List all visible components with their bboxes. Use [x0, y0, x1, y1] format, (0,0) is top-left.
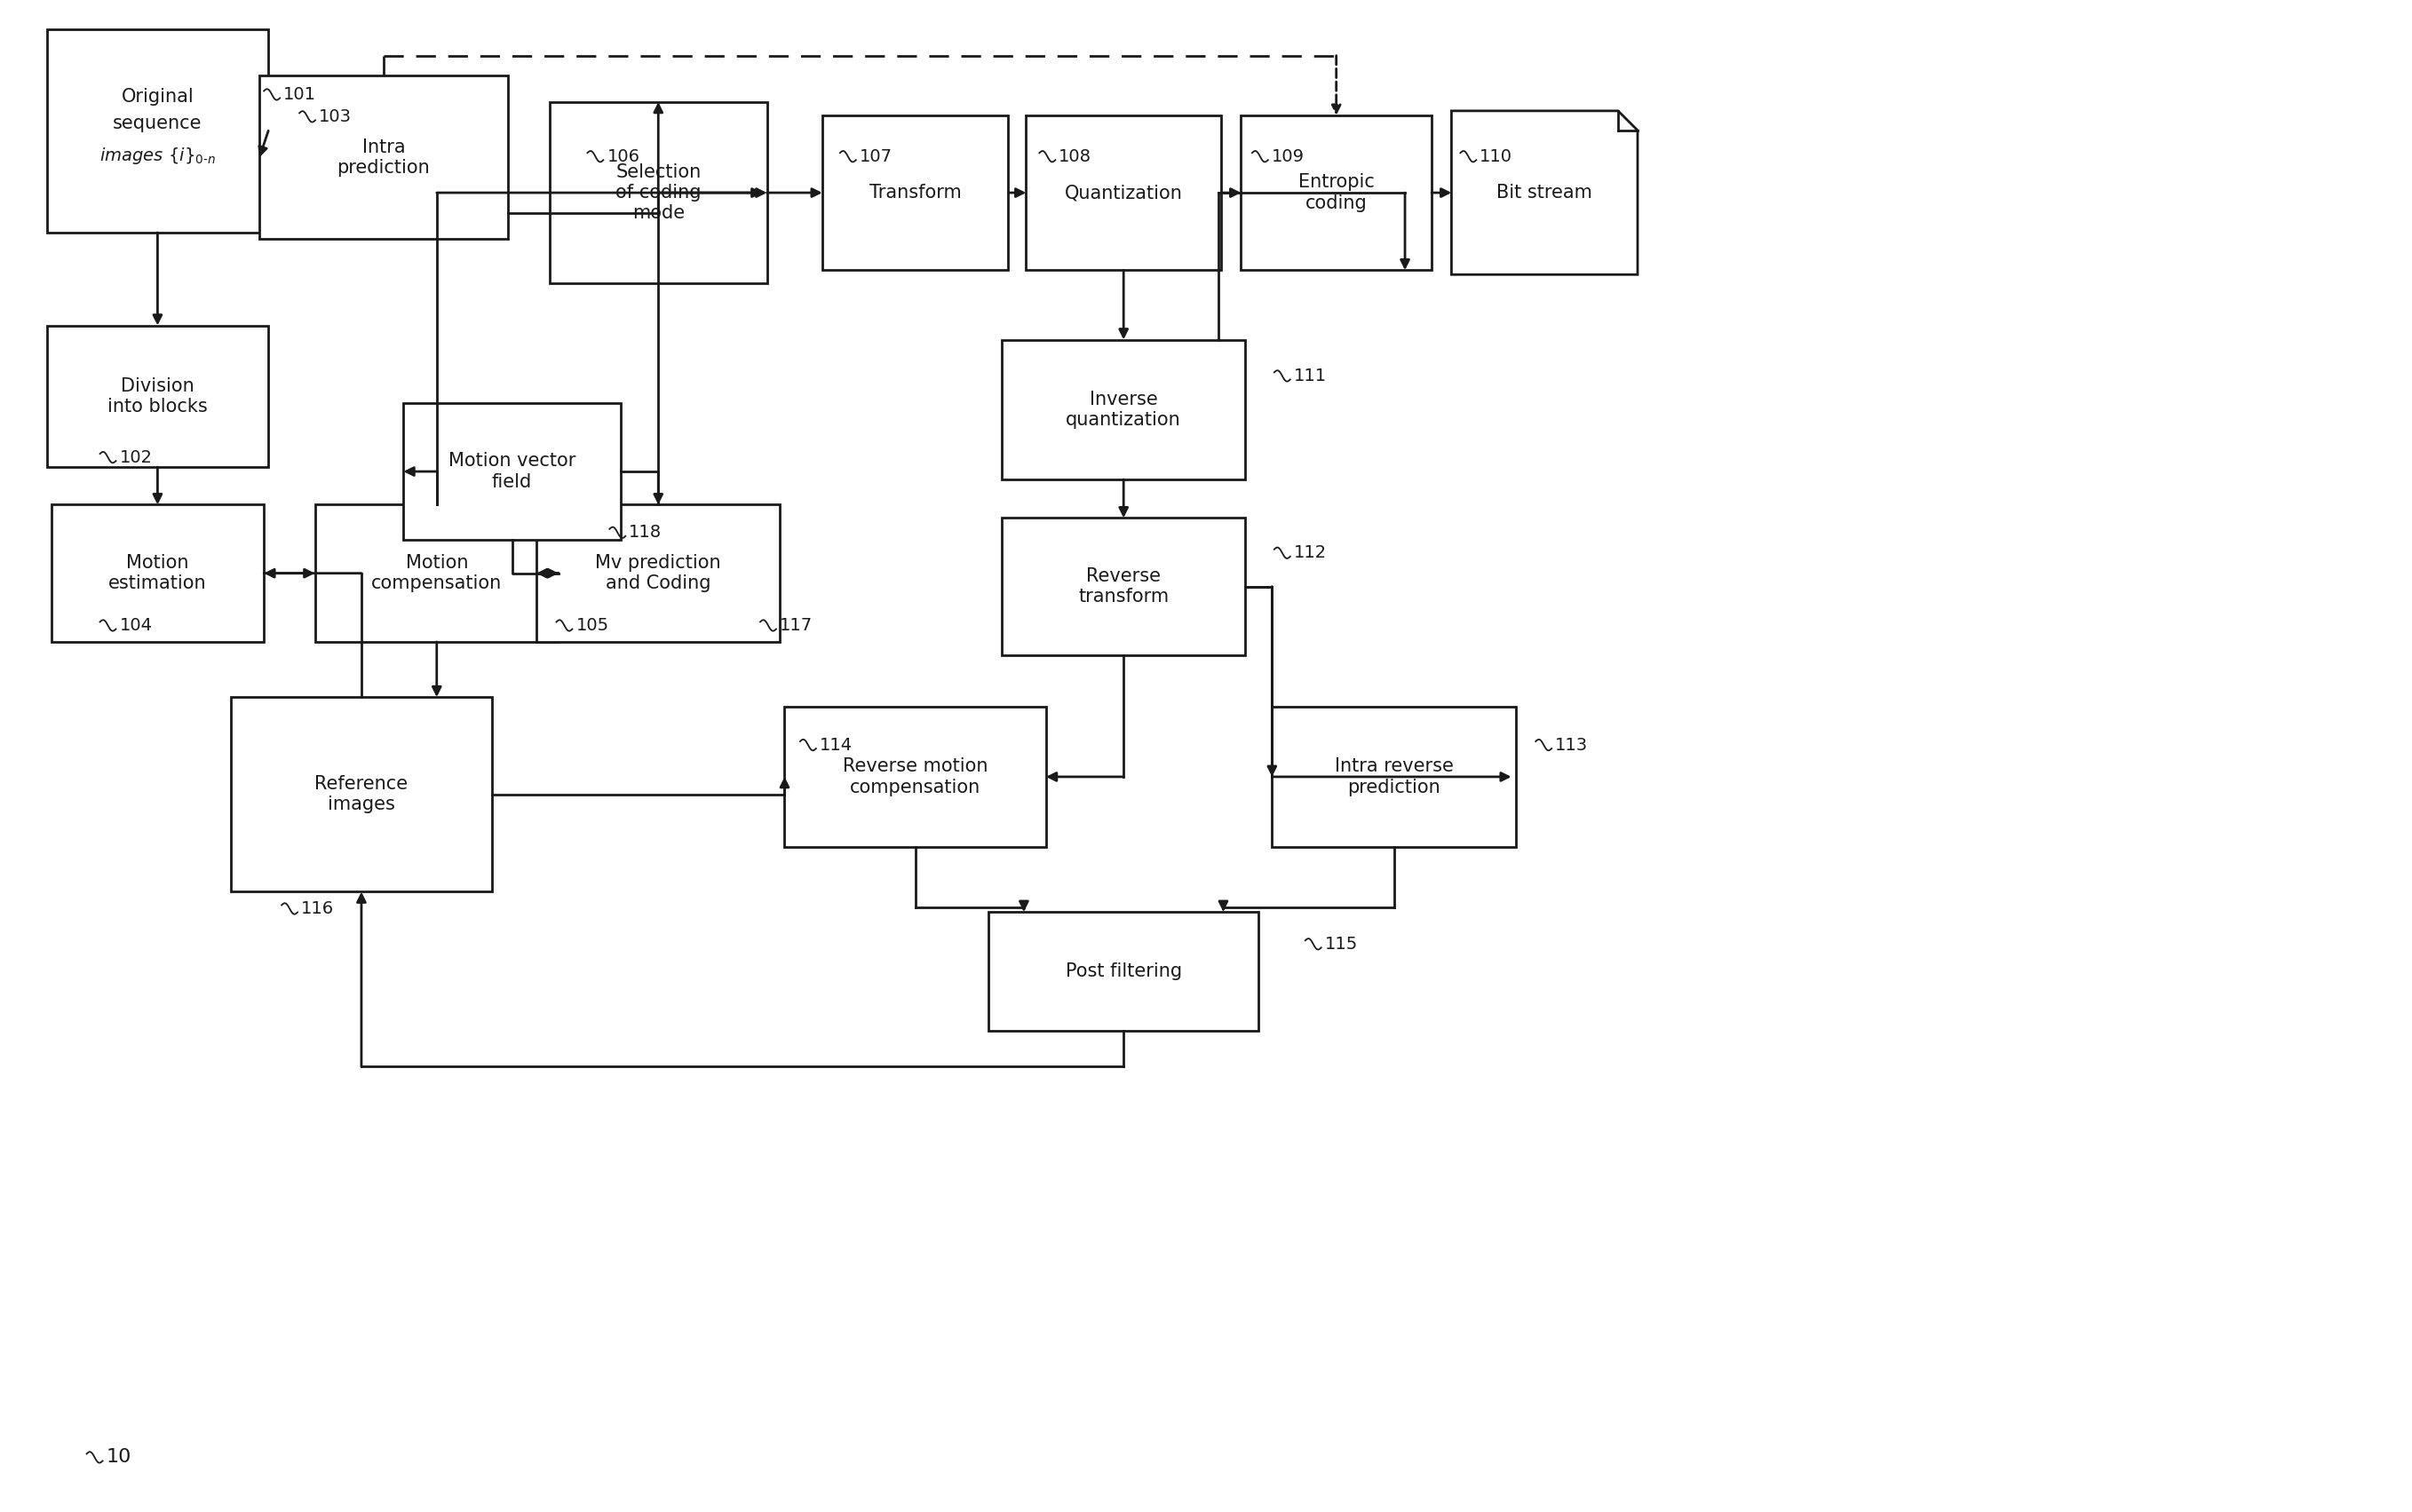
Bar [1001, 340, 1245, 479]
Bar [1001, 519, 1245, 655]
Polygon shape [1452, 110, 1638, 275]
Text: Division
into blocks: Division into blocks [109, 376, 207, 416]
Bar [232, 697, 492, 892]
Bar [403, 402, 620, 540]
Text: 116: 116 [302, 900, 335, 918]
Text: Reverse motion
compensation: Reverse motion compensation [842, 758, 989, 795]
Bar [1242, 115, 1433, 271]
Text: 106: 106 [608, 148, 639, 165]
Text: 102: 102 [121, 449, 152, 466]
Text: Quantization: Quantization [1064, 184, 1182, 201]
Text: 112: 112 [1293, 544, 1327, 561]
Text: 101: 101 [282, 86, 316, 103]
Text: 118: 118 [630, 525, 661, 541]
Text: 117: 117 [779, 617, 813, 634]
Text: Transform: Transform [868, 184, 962, 201]
Text: $\it{images\ \{i\}_{0\text{-}n}}$: $\it{images\ \{i\}_{0\text{-}n}}$ [99, 145, 215, 166]
Text: 109: 109 [1271, 148, 1305, 165]
Bar [550, 101, 767, 283]
Text: Mv prediction
and Coding: Mv prediction and Coding [596, 553, 721, 593]
Bar [822, 115, 1008, 271]
Text: Motion vector
field: Motion vector field [449, 452, 576, 491]
Text: 113: 113 [1556, 736, 1587, 753]
Text: Reverse
transform: Reverse transform [1078, 567, 1170, 606]
Bar [989, 912, 1259, 1031]
Text: Inverse
quantization: Inverse quantization [1066, 390, 1182, 429]
Text: Motion
estimation: Motion estimation [109, 553, 207, 593]
Text: 107: 107 [859, 148, 892, 165]
Text: sequence: sequence [113, 115, 203, 133]
Bar [535, 505, 779, 641]
Text: 115: 115 [1324, 936, 1358, 953]
Text: Post filtering: Post filtering [1066, 963, 1182, 980]
Text: Intra reverse
prediction: Intra reverse prediction [1334, 758, 1454, 795]
Text: Motion
compensation: Motion compensation [371, 553, 502, 593]
Text: 104: 104 [121, 617, 152, 634]
Text: 10: 10 [106, 1448, 130, 1467]
Text: 105: 105 [576, 617, 608, 634]
Bar [316, 505, 560, 641]
Text: 103: 103 [318, 109, 352, 125]
Bar [1025, 115, 1220, 271]
Text: Reference
images: Reference images [314, 776, 408, 813]
Bar [46, 29, 268, 233]
Text: Original: Original [121, 88, 193, 106]
Text: 108: 108 [1059, 148, 1093, 165]
Text: 110: 110 [1481, 148, 1512, 165]
Bar [51, 505, 263, 641]
Text: Selection
of coding
mode: Selection of coding mode [615, 163, 702, 222]
Text: Bit stream: Bit stream [1498, 184, 1592, 201]
Text: Entropic
coding: Entropic coding [1298, 174, 1375, 212]
Bar [260, 76, 507, 239]
Bar [46, 325, 268, 467]
Text: Intra
prediction: Intra prediction [338, 138, 429, 177]
Text: 114: 114 [820, 736, 851, 753]
Bar [784, 708, 1047, 847]
Text: 111: 111 [1293, 367, 1327, 384]
Bar [1271, 708, 1515, 847]
